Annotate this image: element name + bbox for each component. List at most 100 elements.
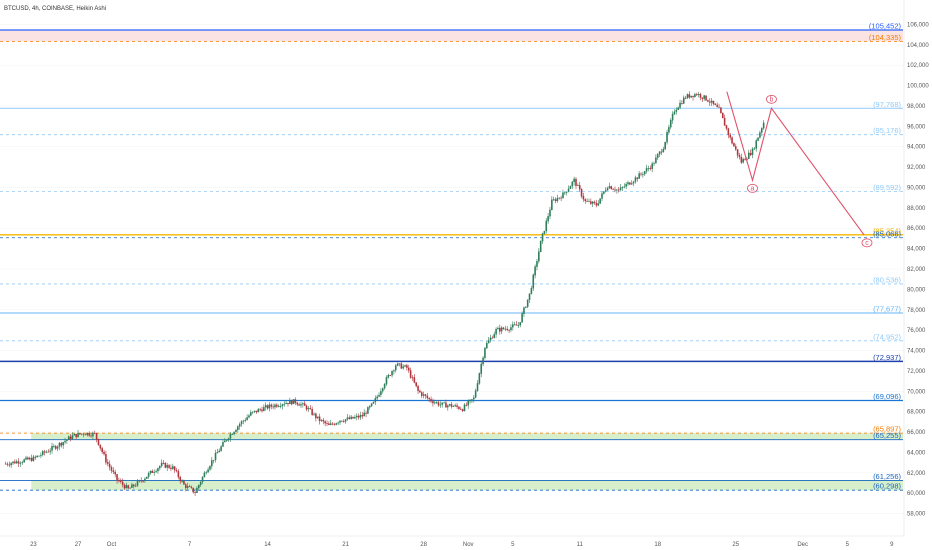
candle-body — [303, 403, 306, 406]
candle-body — [326, 423, 328, 424]
candle-body — [532, 274, 535, 289]
candle-body — [153, 472, 156, 473]
candle-body — [290, 400, 293, 405]
candle-body — [242, 420, 245, 422]
y-tick-label-15: 88,000 — [907, 206, 926, 212]
candle-body — [298, 404, 300, 406]
candle-body — [729, 134, 732, 138]
candle-body — [77, 432, 79, 438]
candle-body — [452, 406, 455, 407]
candle-body — [93, 432, 96, 434]
candle-body — [363, 412, 365, 417]
candle-body — [125, 485, 128, 489]
candle-body — [454, 405, 457, 407]
candle-body — [530, 288, 533, 294]
candle-body — [179, 476, 182, 482]
candle-body — [209, 466, 211, 470]
candle-body — [75, 434, 77, 438]
candle-body — [283, 403, 286, 405]
candle-body — [491, 337, 494, 339]
candle-body — [8, 464, 11, 466]
candle-body — [387, 375, 390, 378]
candle-body — [645, 168, 648, 172]
candle-body — [601, 193, 603, 199]
candle-body — [207, 469, 209, 473]
candle-body — [679, 102, 681, 108]
candle-body — [493, 334, 496, 338]
level-label-2: (97,768) — [873, 100, 901, 109]
candle-body — [684, 97, 687, 99]
wave-label-c: c — [865, 240, 869, 247]
candle-body — [259, 409, 261, 411]
candle-body — [523, 307, 525, 314]
candle-body — [666, 131, 668, 143]
candle-body — [415, 382, 417, 387]
candle-body — [183, 480, 185, 485]
candle-body — [181, 480, 183, 482]
candle-body — [158, 466, 161, 469]
candle-body — [619, 187, 622, 191]
candle-body — [417, 385, 419, 391]
candle-body — [471, 399, 473, 401]
candle-body — [352, 416, 354, 419]
candle-body — [441, 402, 444, 405]
candle-body — [760, 128, 763, 133]
candle-body — [132, 484, 135, 487]
candle-body — [504, 328, 507, 330]
candle-body — [627, 182, 629, 185]
candle-body — [173, 466, 176, 471]
y-tick-label-2: 62,000 — [907, 471, 926, 477]
candle-body — [38, 455, 40, 457]
candle-body — [608, 186, 611, 188]
x-tick-label-2: Oct — [107, 542, 117, 548]
candle-body — [632, 181, 635, 184]
candle-body — [747, 152, 750, 159]
candle-body — [736, 149, 739, 156]
candle-body — [30, 457, 33, 462]
candle-body — [603, 191, 605, 194]
candle-body — [186, 486, 189, 488]
y-tick-label-13: 84,000 — [907, 247, 926, 253]
candle-body — [131, 484, 133, 488]
candle-body — [578, 185, 581, 190]
candle-body — [170, 467, 172, 469]
candle-body — [465, 404, 468, 406]
candle-body — [539, 240, 542, 253]
candle-body — [19, 462, 22, 464]
candle-body — [69, 436, 72, 440]
candle-body — [251, 411, 254, 413]
candle-body — [526, 299, 529, 307]
candle-body — [231, 434, 234, 435]
candle-body — [398, 363, 401, 365]
candle-body — [571, 181, 574, 187]
candle-body — [294, 399, 297, 403]
levels-layer — [0, 29, 903, 491]
candle-body — [634, 177, 637, 182]
candle-body — [755, 140, 758, 149]
candle-body — [723, 117, 726, 126]
candle-body — [419, 390, 421, 393]
y-tick-label-21: 100,000 — [907, 84, 929, 90]
x-tick-label-12: Dec — [797, 542, 808, 548]
candle-body — [642, 174, 644, 176]
candle-body — [487, 340, 490, 344]
candle-body — [597, 203, 600, 206]
x-axis-background — [0, 536, 932, 550]
x-tick-label-9: 11 — [577, 542, 584, 548]
y-axis: 58,000 60,000 62,000 64,000 66,000 68,000 70,0… — [903, 0, 932, 550]
candle-body — [106, 462, 109, 464]
candle-body — [108, 463, 111, 468]
candle-body — [538, 251, 540, 262]
candle-body — [710, 100, 713, 103]
candle-body — [145, 476, 148, 479]
candle-body — [355, 415, 358, 418]
candle-body — [149, 470, 152, 474]
candle-body — [147, 473, 150, 477]
candle-body — [92, 432, 94, 437]
candle-body — [625, 184, 627, 187]
y-tick-label-19: 96,000 — [907, 124, 926, 130]
y-tick-label-4: 66,000 — [907, 430, 926, 436]
candle-body — [279, 406, 282, 407]
